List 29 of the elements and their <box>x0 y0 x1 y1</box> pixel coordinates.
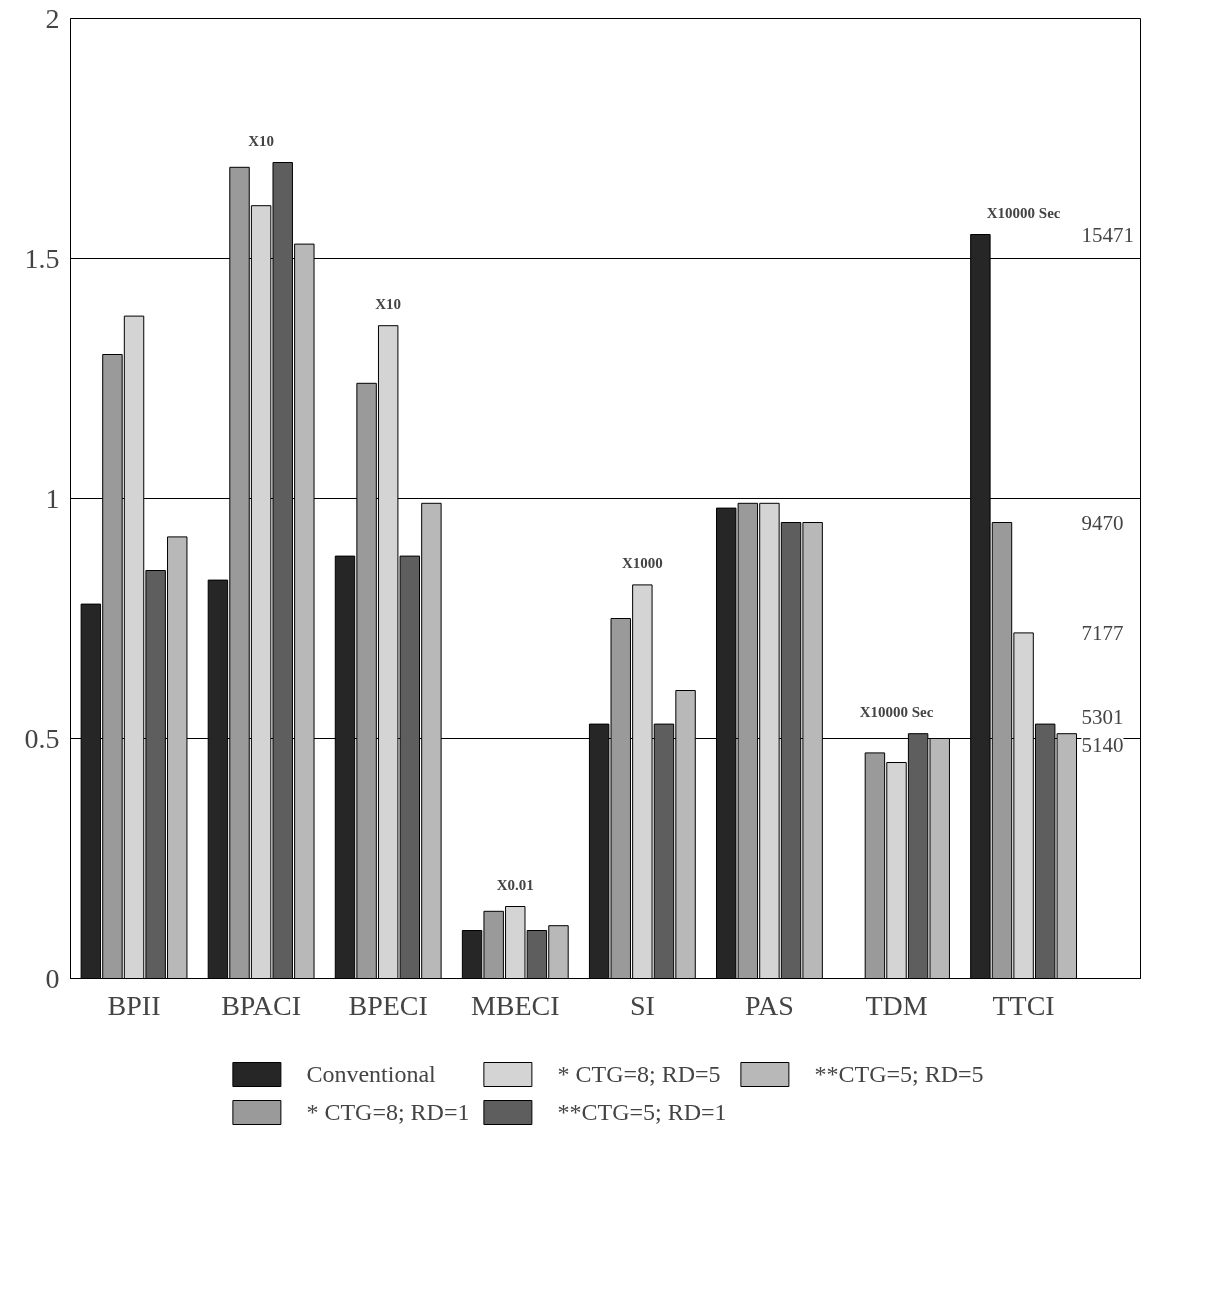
x-tick-label: TDM <box>865 989 928 1021</box>
y-tick-label: 0 <box>45 962 60 994</box>
annotation: X10 <box>248 132 275 149</box>
x-tick-label: PAS <box>745 989 794 1021</box>
y-tick-label: 1.5 <box>24 242 60 274</box>
x-tick-label: BPECI <box>348 989 428 1021</box>
x-tick-label: MBECI <box>470 989 560 1021</box>
x-tick-label: TTCI <box>992 989 1055 1021</box>
x-tick-label: BPACI <box>221 989 302 1021</box>
legend-label: * CTG=8; RD=5 <box>557 1060 721 1088</box>
y-tick-label: 2 <box>45 2 60 34</box>
annotation: X0.01 <box>496 876 534 893</box>
legend-label: * CTG=8; RD=1 <box>306 1098 470 1126</box>
annotation: 7177 <box>1081 620 1124 645</box>
annotation: X1000 <box>621 554 663 571</box>
annotation: X10 <box>375 295 402 312</box>
y-tick-label: 1 <box>45 482 60 514</box>
annotation: X10000 Sec <box>859 703 934 720</box>
annotation: 5140 <box>1081 732 1124 757</box>
legend-label: Conventional <box>306 1060 436 1088</box>
x-tick-label: SI <box>629 989 655 1021</box>
annotation: X10000 Sec <box>986 204 1061 221</box>
x-tick-label: BPII <box>107 989 161 1021</box>
legend-label: **CTG=5; RD=1 <box>557 1098 727 1126</box>
y-tick-label: 0.5 <box>24 722 60 754</box>
annotation: 5301 <box>1081 705 1124 730</box>
legend-label: **CTG=5; RD=5 <box>814 1060 984 1088</box>
annotation: 15471 <box>1081 222 1134 247</box>
annotation: 9470 <box>1081 510 1124 535</box>
